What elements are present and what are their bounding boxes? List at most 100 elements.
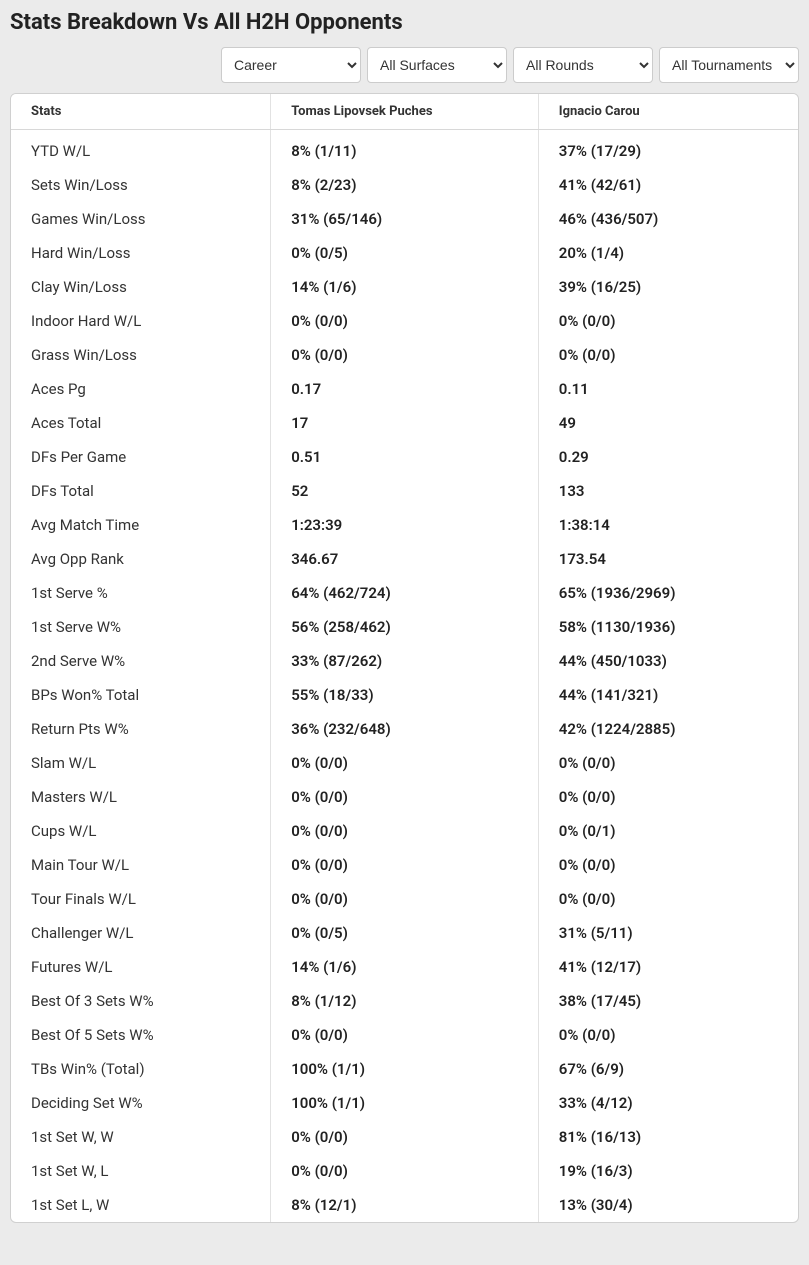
player2-value: 65% (1936/2969) xyxy=(538,576,798,610)
table-row: Deciding Set W%100% (1/1)33% (4/12) xyxy=(11,1086,798,1120)
table-row: 1st Set W, W0% (0/0)81% (16/13) xyxy=(11,1120,798,1154)
stat-label: 1st Set W, L xyxy=(11,1154,271,1188)
table-row: Tour Finals W/L0% (0/0)0% (0/0) xyxy=(11,882,798,916)
table-row: Challenger W/L0% (0/5)31% (5/11) xyxy=(11,916,798,950)
table-row: Best Of 3 Sets W%8% (1/12)38% (17/45) xyxy=(11,984,798,1018)
stat-label: Aces Total xyxy=(11,406,271,440)
table-row: Main Tour W/L0% (0/0)0% (0/0) xyxy=(11,848,798,882)
stat-label: 1st Set L, W xyxy=(11,1188,271,1222)
player1-value: 8% (1/12) xyxy=(271,984,539,1018)
table-row: Grass Win/Loss0% (0/0)0% (0/0) xyxy=(11,338,798,372)
player1-value: 0% (0/0) xyxy=(271,780,539,814)
player1-value: 0% (0/5) xyxy=(271,236,539,270)
player1-value: 1:23:39 xyxy=(271,508,539,542)
player1-value: 14% (1/6) xyxy=(271,950,539,984)
player2-value: 39% (16/25) xyxy=(538,270,798,304)
filters-bar: Career All Surfaces All Rounds All Tourn… xyxy=(10,47,799,83)
player2-value: 0% (0/0) xyxy=(538,882,798,916)
stat-label: 2nd Serve W% xyxy=(11,644,271,678)
player2-value: 1:38:14 xyxy=(538,508,798,542)
player2-value: 41% (12/17) xyxy=(538,950,798,984)
table-row: 1st Serve %64% (462/724)65% (1936/2969) xyxy=(11,576,798,610)
stat-label: BPs Won% Total xyxy=(11,678,271,712)
stat-label: Avg Opp Rank xyxy=(11,542,271,576)
table-row: Avg Opp Rank346.67173.54 xyxy=(11,542,798,576)
table-row: Futures W/L14% (1/6)41% (12/17) xyxy=(11,950,798,984)
player1-value: 0% (0/0) xyxy=(271,746,539,780)
player1-value: 100% (1/1) xyxy=(271,1052,539,1086)
col-header-player1: Tomas Lipovsek Puches xyxy=(271,94,539,130)
stat-label: Best Of 3 Sets W% xyxy=(11,984,271,1018)
stat-label: Return Pts W% xyxy=(11,712,271,746)
player1-value: 0.17 xyxy=(271,372,539,406)
stat-label: Cups W/L xyxy=(11,814,271,848)
tournaments-select[interactable]: All Tournaments xyxy=(659,47,799,83)
player1-value: 0% (0/0) xyxy=(271,1154,539,1188)
player2-value: 0% (0/0) xyxy=(538,304,798,338)
stat-label: Main Tour W/L xyxy=(11,848,271,882)
player2-value: 0.11 xyxy=(538,372,798,406)
player1-value: 8% (2/23) xyxy=(271,168,539,202)
table-row: Clay Win/Loss14% (1/6)39% (16/25) xyxy=(11,270,798,304)
surface-select[interactable]: All Surfaces xyxy=(367,47,507,83)
player2-value: 58% (1130/1936) xyxy=(538,610,798,644)
player1-value: 8% (1/11) xyxy=(271,130,539,169)
player2-value: 46% (436/507) xyxy=(538,202,798,236)
stat-label: Tour Finals W/L xyxy=(11,882,271,916)
table-row: DFs Total52133 xyxy=(11,474,798,508)
stat-label: Games Win/Loss xyxy=(11,202,271,236)
player1-value: 0% (0/0) xyxy=(271,304,539,338)
stat-label: Best Of 5 Sets W% xyxy=(11,1018,271,1052)
table-row: Slam W/L0% (0/0)0% (0/0) xyxy=(11,746,798,780)
stat-label: Challenger W/L xyxy=(11,916,271,950)
player2-value: 41% (42/61) xyxy=(538,168,798,202)
table-row: TBs Win% (Total)100% (1/1)67% (6/9) xyxy=(11,1052,798,1086)
stat-label: Aces Pg xyxy=(11,372,271,406)
player1-value: 0% (0/0) xyxy=(271,882,539,916)
rounds-select[interactable]: All Rounds xyxy=(513,47,653,83)
player2-value: 0% (0/0) xyxy=(538,848,798,882)
player2-value: 42% (1224/2885) xyxy=(538,712,798,746)
player2-value: 67% (6/9) xyxy=(538,1052,798,1086)
player1-value: 346.67 xyxy=(271,542,539,576)
table-row: Sets Win/Loss8% (2/23)41% (42/61) xyxy=(11,168,798,202)
col-header-player2: Ignacio Carou xyxy=(538,94,798,130)
player2-value: 0% (0/0) xyxy=(538,746,798,780)
player1-value: 55% (18/33) xyxy=(271,678,539,712)
player2-value: 0% (0/1) xyxy=(538,814,798,848)
table-row: Return Pts W%36% (232/648)42% (1224/2885… xyxy=(11,712,798,746)
player2-value: 37% (17/29) xyxy=(538,130,798,169)
stat-label: DFs Per Game xyxy=(11,440,271,474)
table-row: 1st Serve W%56% (258/462)58% (1130/1936) xyxy=(11,610,798,644)
stat-label: DFs Total xyxy=(11,474,271,508)
player2-value: 0% (0/0) xyxy=(538,1018,798,1052)
player1-value: 17 xyxy=(271,406,539,440)
table-row: Games Win/Loss31% (65/146)46% (436/507) xyxy=(11,202,798,236)
stat-label: Sets Win/Loss xyxy=(11,168,271,202)
stat-label: 1st Serve % xyxy=(11,576,271,610)
player2-value: 13% (30/4) xyxy=(538,1188,798,1222)
player1-value: 0.51 xyxy=(271,440,539,474)
player1-value: 0% (0/0) xyxy=(271,338,539,372)
player2-value: 49 xyxy=(538,406,798,440)
player1-value: 33% (87/262) xyxy=(271,644,539,678)
player2-value: 173.54 xyxy=(538,542,798,576)
player1-value: 64% (462/724) xyxy=(271,576,539,610)
player1-value: 0% (0/5) xyxy=(271,916,539,950)
col-header-stat: Stats xyxy=(11,94,271,130)
player1-value: 0% (0/0) xyxy=(271,848,539,882)
player1-value: 14% (1/6) xyxy=(271,270,539,304)
player1-value: 100% (1/1) xyxy=(271,1086,539,1120)
stat-label: Deciding Set W% xyxy=(11,1086,271,1120)
stat-label: Futures W/L xyxy=(11,950,271,984)
page-title: Stats Breakdown Vs All H2H Opponents xyxy=(10,10,799,35)
player2-value: 31% (5/11) xyxy=(538,916,798,950)
stat-label: Hard Win/Loss xyxy=(11,236,271,270)
stat-label: Indoor Hard W/L xyxy=(11,304,271,338)
period-select[interactable]: Career xyxy=(221,47,361,83)
stat-label: Slam W/L xyxy=(11,746,271,780)
player2-value: 44% (450/1033) xyxy=(538,644,798,678)
table-row: YTD W/L8% (1/11)37% (17/29) xyxy=(11,130,798,169)
table-row: Cups W/L0% (0/0)0% (0/1) xyxy=(11,814,798,848)
stat-label: Masters W/L xyxy=(11,780,271,814)
